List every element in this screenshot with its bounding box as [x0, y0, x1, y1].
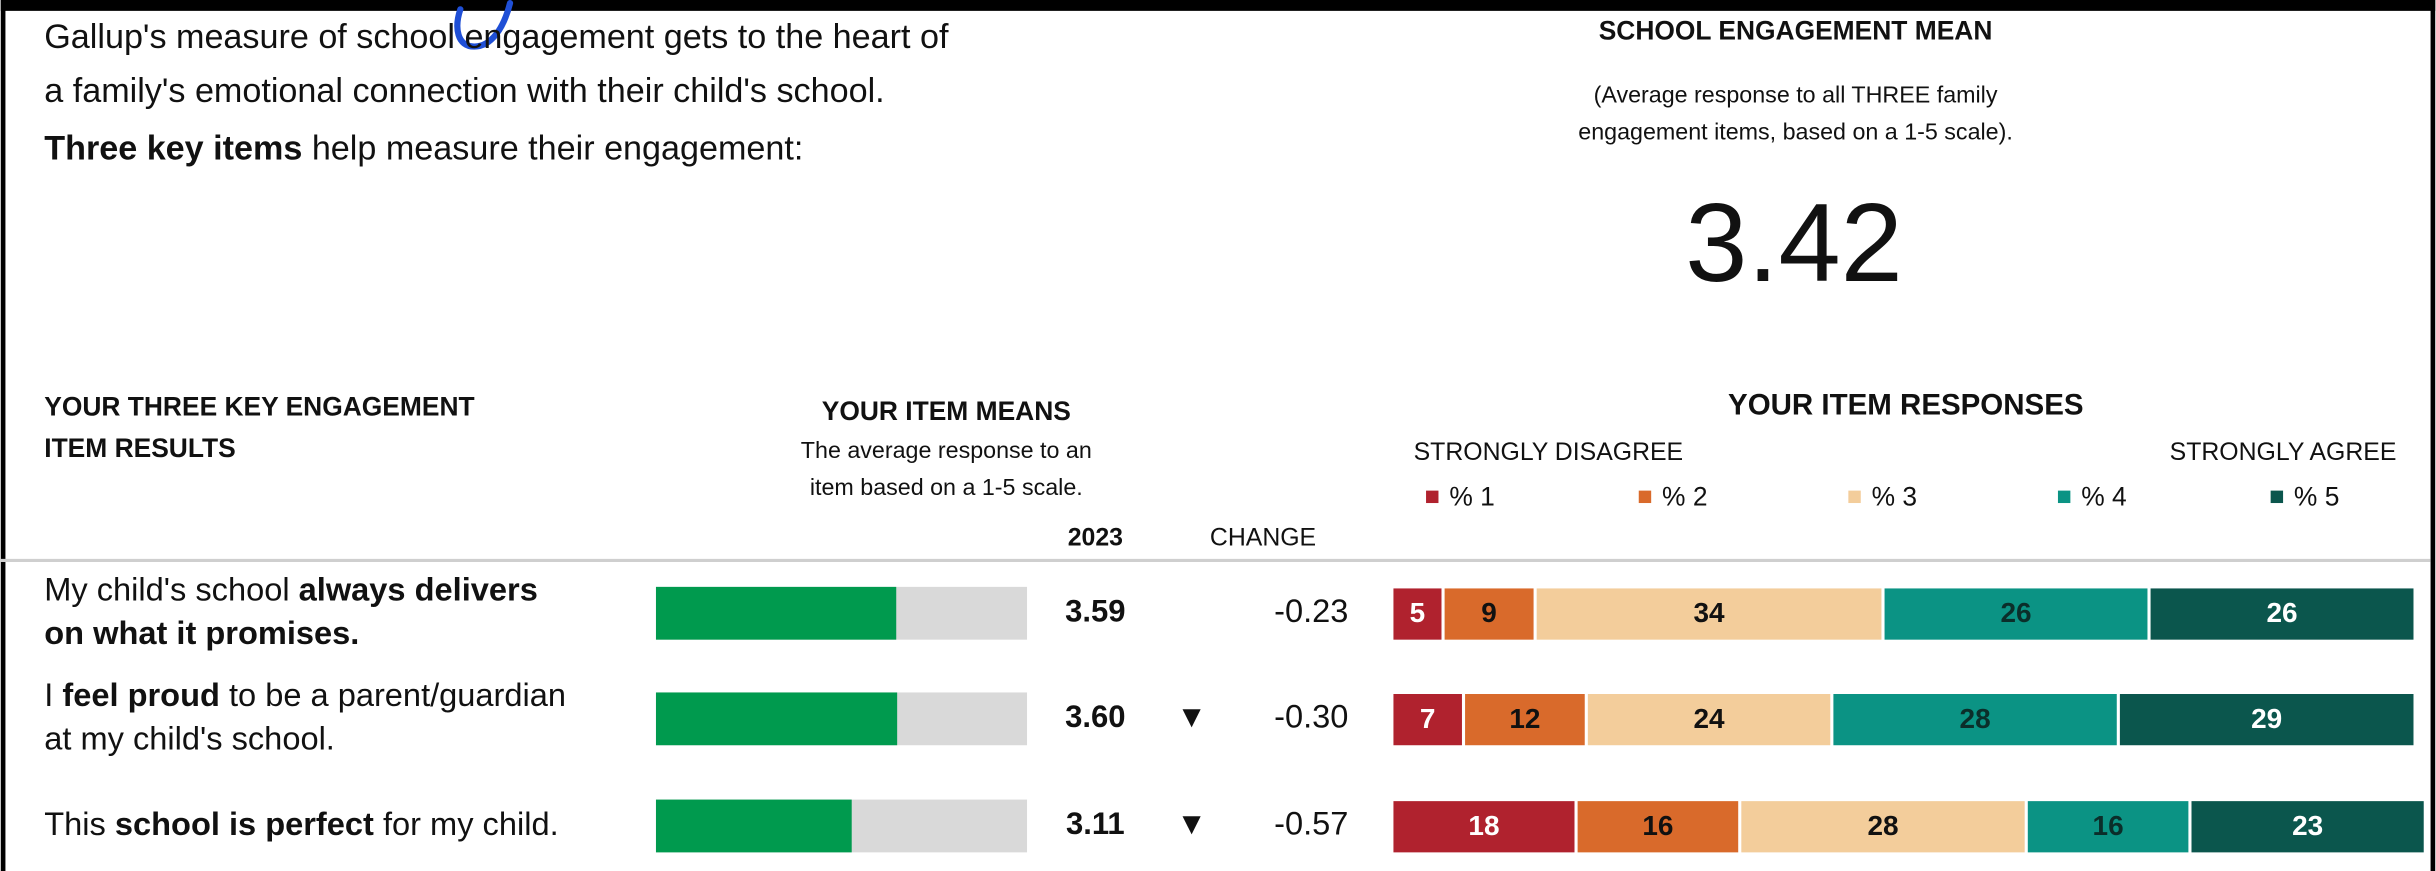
legend-label: % 3	[1872, 481, 1917, 511]
response-segment	[1741, 801, 2025, 853]
text-line: on what it promises.	[44, 614, 359, 651]
mean-bar	[655, 586, 897, 640]
change-arrow: ▼	[1176, 806, 1207, 841]
response-segment	[1587, 694, 1831, 746]
left-anchor: STRONGLY DISAGREE	[1414, 439, 1684, 466]
text-line: Three key items help measure their engag…	[44, 130, 803, 168]
mean-subtitle: engagement items, based on a 1-5 scale).	[1578, 119, 2013, 145]
section-heading: YOUR THREE KEY ENGAGEMENT	[44, 391, 474, 421]
response-label: 16	[2093, 810, 2124, 841]
mean-value: 3.11	[1066, 806, 1125, 841]
text-segment: help measure their engagement:	[302, 130, 803, 168]
text-segment: Gallup's measure of school engagement ge…	[44, 18, 949, 56]
means-note: item based on a 1-5 scale.	[810, 474, 1083, 500]
text-line: I feel proud to be a parent/guardian	[44, 676, 566, 713]
change-arrow: ▼	[1176, 699, 1207, 734]
response-segment	[1884, 588, 2148, 640]
response-segment	[1393, 694, 1462, 746]
legend-label: % 1	[1449, 481, 1494, 511]
text-segment: feel proud	[62, 676, 220, 713]
mean-value: 3.60	[1065, 699, 1125, 734]
change-value: -0.57	[1274, 805, 1348, 842]
mean-value: 3.42	[1685, 180, 1903, 305]
text-segment: school is perfect	[115, 805, 374, 842]
response-label: 34	[1694, 597, 1726, 628]
year-label: 2023	[1068, 524, 1123, 551]
text-segment: I	[44, 676, 62, 713]
legend-label: % 4	[2081, 481, 2126, 511]
legend-label: % 5	[2294, 481, 2339, 511]
response-segment	[1833, 694, 2117, 746]
text-segment: a family's emotional connection with the…	[44, 72, 884, 110]
response-label: 12	[1509, 703, 1540, 734]
text-line: My child's school always delivers	[44, 570, 538, 607]
responses-heading: YOUR ITEM RESPONSES	[1728, 389, 2084, 422]
left-border	[0, 0, 6, 871]
legend-swatch	[1848, 490, 1861, 504]
response-label: 29	[2251, 703, 2282, 734]
mean-subtitle: (Average response to all THREE family	[1594, 81, 1998, 107]
text-segment: at my child's school.	[44, 719, 335, 756]
text-segment: on what it promises.	[44, 614, 359, 651]
response-segment	[1393, 588, 1442, 640]
means-note: The average response to an	[801, 437, 1092, 463]
response-segment	[2027, 801, 2189, 853]
response-label: 16	[1642, 810, 1673, 841]
mean-bar	[655, 799, 852, 853]
response-label: 9	[1481, 597, 1497, 628]
legend-swatch	[1426, 490, 1439, 504]
legend-swatch	[2057, 490, 2071, 504]
response-label: 28	[1960, 703, 1991, 734]
text-segment: for my child.	[374, 805, 559, 842]
mean-bar	[655, 692, 898, 746]
response-label: 23	[2292, 810, 2323, 841]
text-segment: to be a parent/guardian	[220, 676, 566, 713]
section-heading: ITEM RESULTS	[44, 433, 235, 463]
text-line: This school is perfect for my child.	[44, 805, 558, 842]
change-value: -0.23	[1274, 592, 1348, 629]
text-line: at my child's school.	[44, 719, 335, 756]
response-label: 5	[1410, 597, 1426, 628]
text-segment: This	[44, 805, 115, 842]
text-line: Gallup's measure of school engagement ge…	[44, 18, 949, 56]
change-label: CHANGE	[1210, 524, 1316, 551]
means-heading: YOUR ITEM MEANS	[822, 396, 1071, 426]
response-segment	[1577, 801, 1739, 853]
legend-label: % 2	[1662, 481, 1707, 511]
response-label: 26	[2000, 597, 2031, 628]
response-segment	[2150, 588, 2414, 640]
response-label: 24	[1694, 703, 1726, 734]
right-anchor: STRONGLY AGREE	[2170, 439, 2397, 466]
legend-swatch	[1638, 490, 1652, 504]
response-segment	[1393, 801, 1575, 853]
response-segment	[1444, 588, 1534, 640]
pen-mark	[454, 0, 514, 50]
text-line: a family's emotional connection with the…	[44, 72, 884, 110]
top-border	[0, 0, 2436, 11]
text-segment: always delivers	[299, 570, 538, 607]
response-label: 26	[2266, 597, 2297, 628]
right-border	[2430, 0, 2436, 871]
response-segment	[2119, 694, 2414, 746]
response-label: 7	[1420, 703, 1436, 734]
legend-swatch	[2270, 490, 2284, 504]
response-segment	[2191, 801, 2424, 853]
text-segment: My child's school	[44, 570, 298, 607]
response-label: 18	[1468, 810, 1499, 841]
text-segment: Three key items	[44, 130, 302, 168]
response-label: 28	[1867, 810, 1898, 841]
change-value: -0.30	[1274, 697, 1348, 734]
mean-value: 3.59	[1065, 593, 1125, 628]
mean-title: SCHOOL ENGAGEMENT MEAN	[1599, 16, 1993, 46]
response-segment	[1465, 694, 1585, 746]
response-segment	[1536, 588, 1882, 640]
